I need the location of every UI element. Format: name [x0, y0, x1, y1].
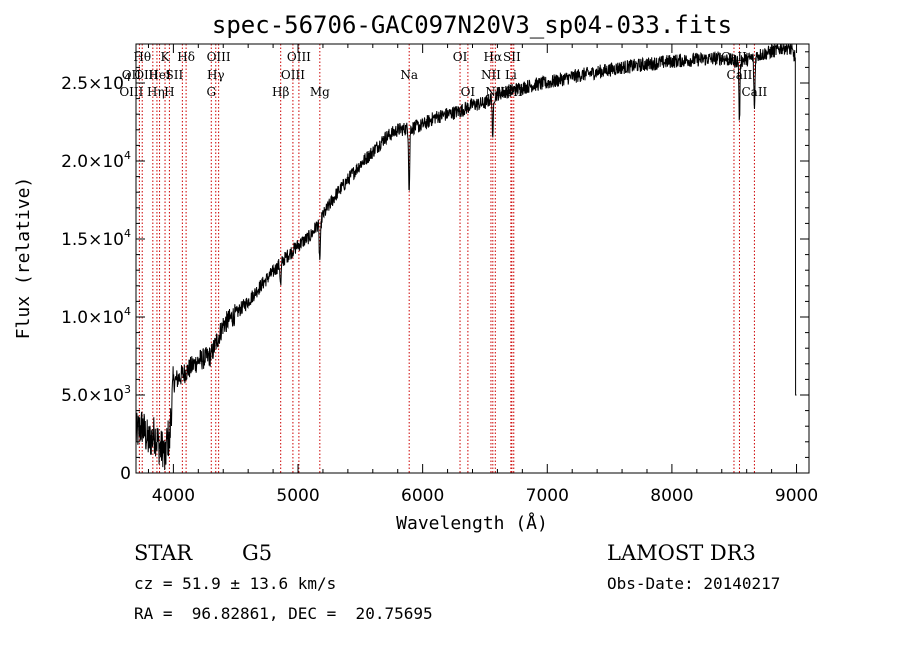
- y-tick-label: 2.0×104: [61, 149, 131, 172]
- y-tick-base: 2.0×10: [61, 152, 124, 172]
- y-tick-base: 1.5×10: [61, 230, 124, 250]
- reference-line-label: G: [206, 85, 216, 99]
- y-tick-exponent: 4: [124, 71, 131, 84]
- reference-line-label: HeI: [148, 68, 171, 82]
- y-tick-label: 2.5×104: [61, 71, 131, 94]
- object-class: STAR: [134, 541, 193, 565]
- spectrum-line: [135, 43, 797, 471]
- object-subclass: G5: [242, 541, 273, 565]
- reference-line-label: SII: [166, 68, 184, 82]
- x-axis-label: Wavelength (Å): [396, 512, 548, 534]
- reference-line-label: Mg: [310, 85, 330, 99]
- y-tick-label: 0: [120, 464, 131, 484]
- y-tick-exponent: 4: [124, 149, 131, 162]
- reference-line-label: CaII: [727, 68, 753, 82]
- reference-line-label: Hα: [484, 50, 503, 64]
- reference-lines: [138, 44, 755, 473]
- x-tick-label: 9000: [775, 486, 818, 506]
- reference-line-label: OIII: [134, 68, 158, 82]
- reference-line-label: Na: [400, 68, 418, 82]
- reference-line-label: Hθ: [133, 50, 151, 64]
- x-tick-label: 5000: [276, 486, 319, 506]
- y-tick-exponent: 4: [124, 227, 131, 240]
- y-tick-base: 2.5×10: [61, 74, 124, 94]
- x-axis-ticks: 4000 5000 6000 7000 8000 9000: [147, 44, 818, 506]
- reference-line-label: OIII: [119, 85, 143, 99]
- y-axis-label: Flux (relative): [13, 177, 34, 340]
- reference-line-label: OI: [461, 85, 476, 99]
- y-tick-label: 5.0×103: [61, 383, 131, 406]
- y-tick-base: 5.0×10: [61, 386, 124, 406]
- x-tick-label: 4000: [152, 486, 195, 506]
- y-tick-exponent: 3: [124, 383, 131, 396]
- y-tick-exponent: 4: [124, 305, 131, 318]
- reference-line-label: OIII: [281, 68, 305, 82]
- reference-line-label: Li: [505, 68, 517, 82]
- reference-line-label: K: [161, 50, 171, 64]
- reference-line-label: Hγ: [207, 68, 225, 82]
- observation-date: Obs-Date: 20140217: [607, 574, 781, 593]
- sky-coordinates: RA = 96.82861, DEC = 20.75695: [134, 604, 433, 623]
- reference-line-label: NII: [481, 68, 501, 82]
- y-tick-label: 1.0×104: [61, 305, 131, 328]
- y-tick-base: 0: [120, 464, 131, 484]
- y-tick-base: 1.0×10: [61, 308, 124, 328]
- reference-line-labels: OIIOIIIHθOIIIHηHeIKHSIIHδGHγOIIIHβOIIIOI…: [119, 50, 767, 99]
- x-tick-label: 8000: [650, 486, 693, 506]
- x-tick-label: 6000: [401, 486, 444, 506]
- reference-line-label: Hβ: [272, 85, 289, 99]
- reference-line-label: H: [164, 85, 174, 99]
- survey-release: LAMOST DR3: [607, 541, 756, 565]
- y-tick-label: 1.5×104: [61, 227, 131, 250]
- reference-line-label: OIII: [287, 50, 311, 64]
- reference-line-label: Hδ: [177, 50, 195, 64]
- reference-line-label: OI: [453, 50, 468, 64]
- x-tick-label: 7000: [526, 486, 569, 506]
- reference-line-label: SII: [503, 50, 521, 64]
- redshift-velocity: cz = 51.9 ± 13.6 km/s: [134, 574, 337, 593]
- chart-title: spec-56706-GAC097N20V3_sp04-033.fits: [212, 11, 732, 39]
- reference-line-label: OIII: [207, 50, 231, 64]
- reference-line-label: Hη: [147, 85, 165, 99]
- plot-frame: [135, 43, 810, 474]
